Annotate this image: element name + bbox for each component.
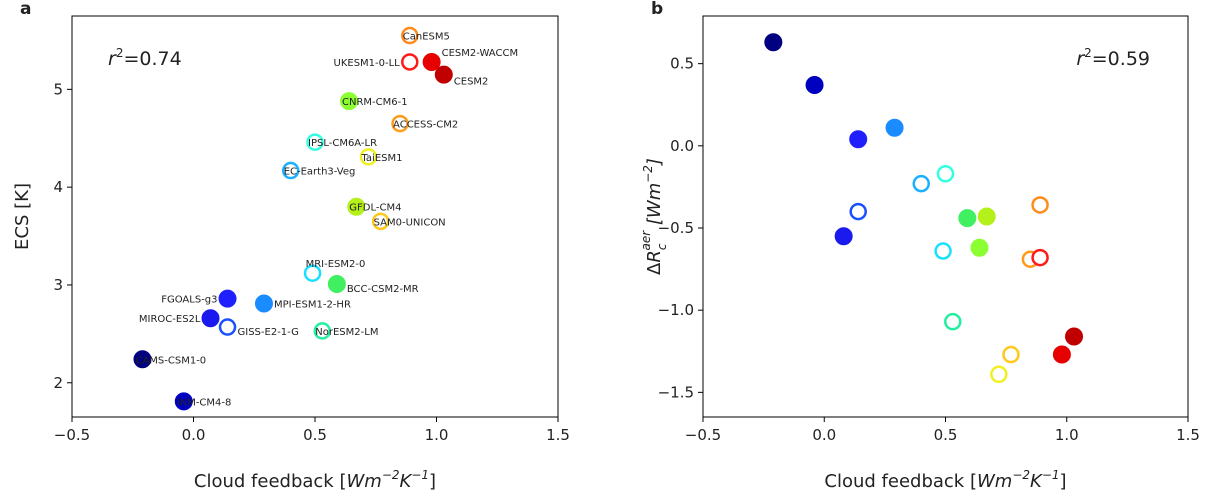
point-label: FGOALS-g3 — [161, 295, 217, 306]
data-point-noresm2-lm — [313, 322, 332, 340]
point-label: IPSL-CM6A-LR — [308, 138, 377, 149]
y-axis-label: ECS [K] — [12, 183, 33, 250]
point-label: EC-Earth3-Veg — [284, 167, 356, 178]
data-point-cams-csm1-0 — [133, 350, 152, 369]
point-label: MPI-ESM1-2-HR — [274, 300, 351, 311]
data-point-bcc-csm2-mr — [327, 274, 346, 293]
data-point-inm-cm4-8 — [174, 392, 193, 411]
x-axis-label: Cloud feedback [Wm−2K−1] — [824, 468, 1066, 492]
point-label: CNRM-CM6-1 — [342, 97, 408, 108]
data-point-canesm5 — [1031, 196, 1049, 214]
point-label: ACCESS-CM2 — [393, 120, 458, 131]
point-label: MRI-ESM2-0 — [306, 259, 366, 270]
x-tick-label: 0.0 — [812, 426, 836, 444]
data-point-ukesm1-0-ll — [401, 53, 419, 71]
data-point-canesm5 — [401, 26, 419, 45]
point-label: BCC-CSM2-MR — [347, 284, 419, 295]
x-tick-label: −0.5 — [685, 426, 721, 444]
data-point-cesm2-waccm — [1052, 345, 1071, 364]
y-tick-label: 0.0 — [670, 137, 694, 155]
x-tick-label: 1.0 — [1055, 426, 1079, 444]
point-label: CanESM5 — [403, 32, 450, 43]
point-label: NorESM2-LM — [315, 327, 378, 338]
panel-label: a — [20, 0, 31, 19]
data-point-gfdl-cm4 — [977, 207, 996, 226]
x-tick-label: 0.5 — [934, 426, 958, 444]
data-point-cnrm-cm6-1 — [970, 238, 989, 257]
data-point-ipsl-cm6a-lr — [306, 133, 324, 151]
y-tick-label: 3 — [53, 276, 63, 294]
point-label: CAMS-CSM1-0 — [135, 355, 206, 366]
data-point-fgoals-g3 — [849, 130, 868, 149]
y-tick-label: −1.5 — [658, 383, 694, 401]
data-point-mpi-esm1-2-hr — [254, 294, 273, 313]
data-point-cesm2-waccm — [422, 52, 441, 71]
plot-frame — [702, 15, 1189, 418]
point-label: TaiESM1 — [360, 153, 402, 164]
data-point-cesm2 — [434, 65, 453, 84]
data-point-bcc-csm2-mr — [958, 209, 977, 228]
data-point-sam0-unicon — [1002, 345, 1020, 364]
data-point-miroc-es2l — [834, 227, 853, 246]
x-tick-label: 1.5 — [1176, 426, 1200, 444]
data-point-fgoals-g3 — [218, 289, 237, 308]
data-point-ec-earth3-veg — [912, 174, 930, 193]
point-label: GISS-E2-1-G — [238, 327, 299, 338]
x-axis-label: Cloud feedback [Wm−2K−1] — [194, 468, 436, 492]
point-label: MIROC-ES2L — [139, 314, 201, 325]
data-point-cnrm-cm6-1 — [340, 92, 359, 111]
data-point-cams-csm1-0 — [764, 33, 783, 52]
data-point-ukesm1-0-ll — [1031, 248, 1049, 267]
point-label: UKESM1-0-LL — [334, 58, 401, 69]
data-point-giss-e2-1-g — [218, 318, 237, 336]
point-label: CESM2 — [454, 77, 489, 88]
x-tick-label: 0.5 — [303, 426, 327, 444]
x-tick-label: −0.5 — [54, 426, 90, 444]
data-point-ipsl-cm6a-lr — [936, 165, 955, 183]
x-tick-label: 1.0 — [425, 426, 449, 444]
data-point-noresm2-lm — [944, 312, 962, 331]
point-label: SAM0-UNICON — [374, 217, 446, 228]
data-point-inm-cm4-8 — [805, 76, 824, 95]
point-label: GFDL-CM4 — [349, 203, 401, 214]
data-point-sam0-unicon — [371, 212, 390, 231]
point-label: INM-CM4-8 — [177, 397, 232, 408]
r-squared-annotation: r2=0.59 — [1076, 46, 1150, 70]
data-point-mri-esm2-0 — [934, 242, 952, 260]
data-point-taiesm1 — [359, 148, 378, 166]
y-tick-label: 4 — [53, 178, 63, 196]
plot-frame — [71, 15, 559, 418]
data-point-miroc-es2l — [201, 309, 220, 328]
data-point-cesm2 — [1065, 327, 1084, 346]
y-tick-label: −0.5 — [658, 219, 694, 237]
data-point-taiesm1 — [990, 365, 1008, 384]
panel-a: a −0.5 0.0 0.5 1.0 1.5 2 3 4 5 CanESM5 UKESM1-0-LL C… — [12, 0, 570, 492]
x-tick-label: 0.0 — [182, 426, 206, 444]
data-point-ec-earth3-veg — [281, 161, 300, 180]
panel-b: b −0.5 0.0 0.5 1.0 1.5 −1.5 −1.0 −0.5 0.0 0.5 r2=0.… — [639, 0, 1200, 492]
r-squared-annotation: r2=0.74 — [108, 46, 182, 70]
data-point-gfdl-cm4 — [347, 197, 366, 216]
x-tick-label: 1.5 — [546, 426, 570, 444]
y-tick-label: 5 — [53, 80, 63, 98]
y-tick-label: −1.0 — [658, 301, 694, 319]
data-point-mpi-esm1-2-hr — [885, 118, 904, 137]
y-tick-label: 0.5 — [670, 55, 694, 73]
data-point-giss-e2-1-g — [849, 202, 867, 221]
point-label: CESM2-WACCM — [442, 48, 518, 59]
data-point-access-cm2 — [391, 114, 409, 133]
data-point-mri-esm2-0 — [303, 264, 322, 282]
panel-label: b — [651, 0, 663, 19]
y-tick-label: 2 — [53, 374, 63, 392]
y-axis-label: ΔRcaer [Wm−2] — [639, 158, 669, 275]
